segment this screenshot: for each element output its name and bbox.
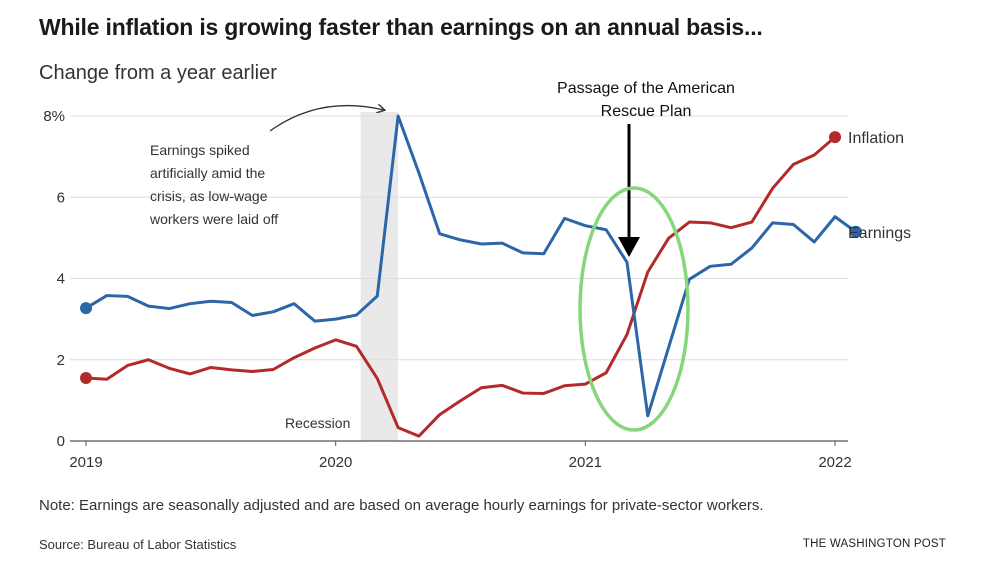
inflation-line	[85, 135, 837, 438]
x-tick-label: 2021	[569, 454, 602, 471]
earnings-spike-line-3: crisis, as low-wage	[150, 188, 268, 204]
publisher-credit: THE WASHINGTON POST	[802, 538, 946, 550]
grid-lines	[70, 115, 848, 442]
spike-pointer-arrow	[269, 106, 384, 132]
recession-label: Recession	[285, 415, 350, 431]
earnings-spike-line-4: workers were laid off	[149, 211, 278, 227]
y-tick-labels: 0 2 4 6 8%	[43, 108, 65, 450]
y-tick-label: 6	[57, 189, 65, 206]
rescue-plan-line-2: Rescue Plan	[601, 103, 692, 120]
footnote: Note: Earnings are seasonally adjusted a…	[39, 497, 764, 514]
earnings-end-dot	[849, 225, 862, 238]
highlight-circle	[578, 186, 690, 432]
inflation-end-dot	[829, 131, 842, 144]
x-tick-labels: 2019 2020 2021 2022	[69, 441, 852, 471]
inflation-start-dot	[80, 372, 92, 385]
rescue-plan-arrow-head	[618, 237, 640, 257]
source-line: Source: Bureau of Labor Statistics	[39, 537, 237, 552]
earnings-spike-line-1: Earnings spiked	[150, 142, 250, 158]
inflation-series-label: Inflation	[848, 130, 904, 147]
rescue-plan-line-1: Passage of the American	[557, 80, 735, 97]
chart-title: While inflation is growing faster than e…	[39, 14, 763, 40]
earnings-start-dot	[80, 302, 92, 315]
earnings-spike-line-2: artificially amid the	[150, 165, 265, 181]
x-tick-label: 2019	[69, 454, 102, 471]
chart-subtitle: Change from a year earlier	[39, 62, 277, 84]
x-tick-label: 2022	[818, 454, 851, 471]
y-tick-label: 0	[57, 433, 65, 450]
y-tick-label: 2	[57, 352, 65, 369]
earnings-line	[85, 114, 857, 418]
x-tick-label: 2020	[319, 454, 352, 471]
earnings-series-label: Earnings	[848, 225, 911, 242]
y-tick-label: 4	[57, 271, 65, 288]
series-layer: Inflation Earnings	[80, 114, 911, 438]
y-tick-label: 8%	[43, 108, 65, 125]
